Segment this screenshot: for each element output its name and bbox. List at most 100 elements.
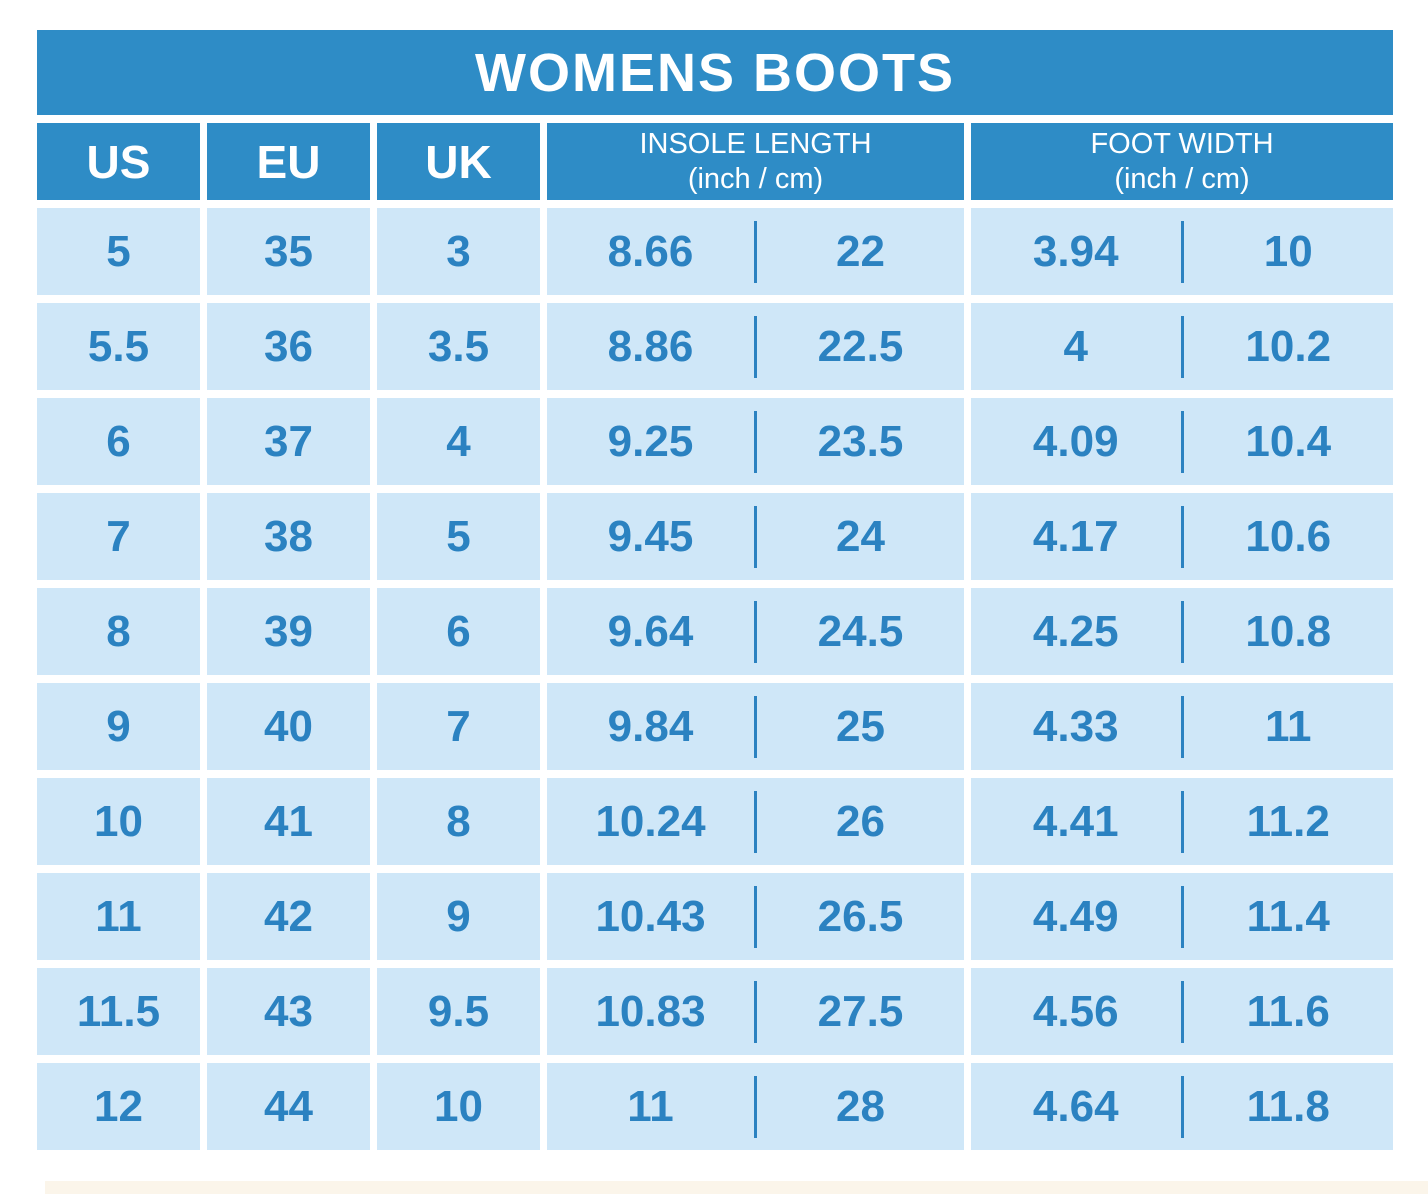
foot-width-inch-value: 3.94 [1032, 226, 1119, 276]
foot-width-cm-value: 10.6 [1245, 511, 1332, 561]
eu-size-value: 42 [264, 891, 313, 941]
us-size-value: 9 [106, 701, 131, 751]
uk-size-cell: 4 [377, 398, 540, 485]
foot-width-cell: 4.56 11.6 [971, 968, 1393, 1055]
us-size-cell: 7 [37, 493, 200, 580]
uk-size-value: 7 [446, 701, 471, 751]
table-row: 12 44 10 11 28 4.64 11.8 [37, 1063, 1393, 1150]
insole-length-inch-value: 11 [627, 1081, 674, 1131]
foot-width-inch-value: 4 [1063, 321, 1088, 371]
column-header-us: US [37, 123, 200, 200]
foot-width-cm-value: 10.4 [1245, 416, 1332, 466]
eu-size-value: 41 [264, 796, 313, 846]
us-size-cell: 5 [37, 208, 200, 295]
table-row: 9 40 7 9.84 25 4.33 11 [37, 683, 1393, 770]
uk-size-value: 6 [446, 606, 471, 656]
foot-width-cm-value: 11 [1264, 701, 1312, 751]
insole-length-cell: 9.45 24 [547, 493, 964, 580]
insole-length-cm-value: 28 [836, 1081, 885, 1131]
foot-width-cm-value: 10 [1263, 226, 1313, 276]
table-row: 11.5 43 9.5 10.83 27.5 4.56 11.6 [37, 968, 1393, 1055]
us-size-cell: 12 [37, 1063, 200, 1150]
us-size-cell: 10 [37, 778, 200, 865]
us-size-cell: 11 [37, 873, 200, 960]
eu-size-cell: 35 [207, 208, 370, 295]
foot-width-cell: 4.41 11.2 [971, 778, 1393, 865]
us-size-value: 5.5 [87, 321, 150, 371]
foot-width-cm-value: 11.6 [1246, 986, 1330, 1036]
eu-size-value: 40 [264, 701, 313, 751]
insole-length-cm-value: 22.5 [817, 321, 904, 371]
foot-width-inch-value: 4.64 [1032, 1081, 1119, 1131]
eu-size-cell: 42 [207, 873, 370, 960]
cell-divider-line [1180, 980, 1184, 1043]
cell-divider-line [754, 410, 757, 473]
table-row: 8 39 6 9.64 24.5 4.25 10.8 [37, 588, 1393, 675]
table-row: 5 35 3 8.66 22 3.94 10 [37, 208, 1393, 295]
us-size-value: 5 [106, 226, 131, 276]
insole-length-cm-value: 25 [836, 701, 885, 751]
column-header-eu: EU [207, 123, 370, 200]
us-size-cell: 9 [37, 683, 200, 770]
foot-width-cm-value: 10.8 [1245, 606, 1332, 656]
column-header-foot-width: FOOT WIDTH (inch / cm) [971, 123, 1393, 200]
insole-length-cm-value: 26.5 [817, 891, 904, 941]
insole-length-inch-value: 10.83 [595, 986, 706, 1036]
foot-width-cm-value: 11.2 [1246, 796, 1330, 846]
uk-size-value: 9.5 [427, 986, 490, 1036]
uk-size-value: 5 [446, 511, 471, 561]
cell-divider-line [754, 695, 757, 758]
eu-size-value: 35 [264, 226, 313, 276]
table-row: 7 38 5 9.45 24 4.17 10.6 [37, 493, 1393, 580]
cell-divider-line [754, 315, 757, 378]
column-header-insole-length-label: INSOLE LENGTH [639, 127, 872, 160]
cell-divider-line [754, 790, 757, 853]
foot-width-cm-value: 11.8 [1246, 1081, 1330, 1131]
insole-length-cell: 10.43 26.5 [547, 873, 964, 960]
table-row: 6 37 4 9.25 23.5 4.09 10.4 [37, 398, 1393, 485]
table-row: 11 42 9 10.43 26.5 4.49 11.4 [37, 873, 1393, 960]
insole-length-inch-value: 10.43 [595, 891, 706, 941]
foot-width-inch-value: 4.56 [1032, 986, 1119, 1036]
foot-width-cell: 3.94 10 [971, 208, 1393, 295]
uk-size-value: 10 [434, 1081, 483, 1131]
foot-width-cell: 4.17 10.6 [971, 493, 1393, 580]
insole-length-inch-value: 9.64 [607, 606, 694, 656]
cell-divider-line [754, 505, 757, 568]
eu-size-cell: 41 [207, 778, 370, 865]
eu-size-cell: 39 [207, 588, 370, 675]
cell-divider-line [1180, 790, 1184, 853]
foot-width-cell: 4.49 11.4 [971, 873, 1393, 960]
eu-size-value: 39 [264, 606, 313, 656]
uk-size-value: 9 [446, 891, 471, 941]
insole-length-inch-value: 9.45 [607, 511, 694, 561]
bottom-strip [45, 1181, 1428, 1194]
cell-divider-line [1180, 220, 1184, 283]
uk-size-cell: 8 [377, 778, 540, 865]
table-row: 5.5 36 3.5 8.86 22.5 4 10.2 [37, 303, 1393, 390]
cell-divider-line [1180, 410, 1184, 473]
cell-divider-line [1180, 695, 1184, 758]
insole-length-cell: 9.64 24.5 [547, 588, 964, 675]
foot-width-inch-value: 4.49 [1032, 891, 1119, 941]
cell-divider-line [754, 1075, 757, 1138]
uk-size-value: 3.5 [427, 321, 490, 371]
uk-size-cell: 9 [377, 873, 540, 960]
eu-size-value: 38 [264, 511, 313, 561]
chart-title: WOMENS BOOTS [37, 30, 1393, 115]
eu-size-cell: 43 [207, 968, 370, 1055]
eu-size-value: 36 [264, 321, 313, 371]
foot-width-cell: 4.33 11 [971, 683, 1393, 770]
foot-width-inch-value: 4.33 [1032, 701, 1119, 751]
foot-width-cell: 4.09 10.4 [971, 398, 1393, 485]
us-size-value: 11.5 [76, 986, 161, 1036]
size-chart-table: WOMENS BOOTS US EU UK INSOLE LENGTH (inc… [37, 30, 1393, 1158]
insole-length-cell: 9.84 25 [547, 683, 964, 770]
insole-length-cell: 10.83 27.5 [547, 968, 964, 1055]
table-body: 5 35 3 8.66 22 3.94 10 5.5 36 3.5 8.86 2… [37, 208, 1393, 1150]
cell-divider-line [1180, 885, 1184, 948]
us-size-value: 11 [95, 891, 142, 941]
eu-size-cell: 44 [207, 1063, 370, 1150]
eu-size-cell: 37 [207, 398, 370, 485]
